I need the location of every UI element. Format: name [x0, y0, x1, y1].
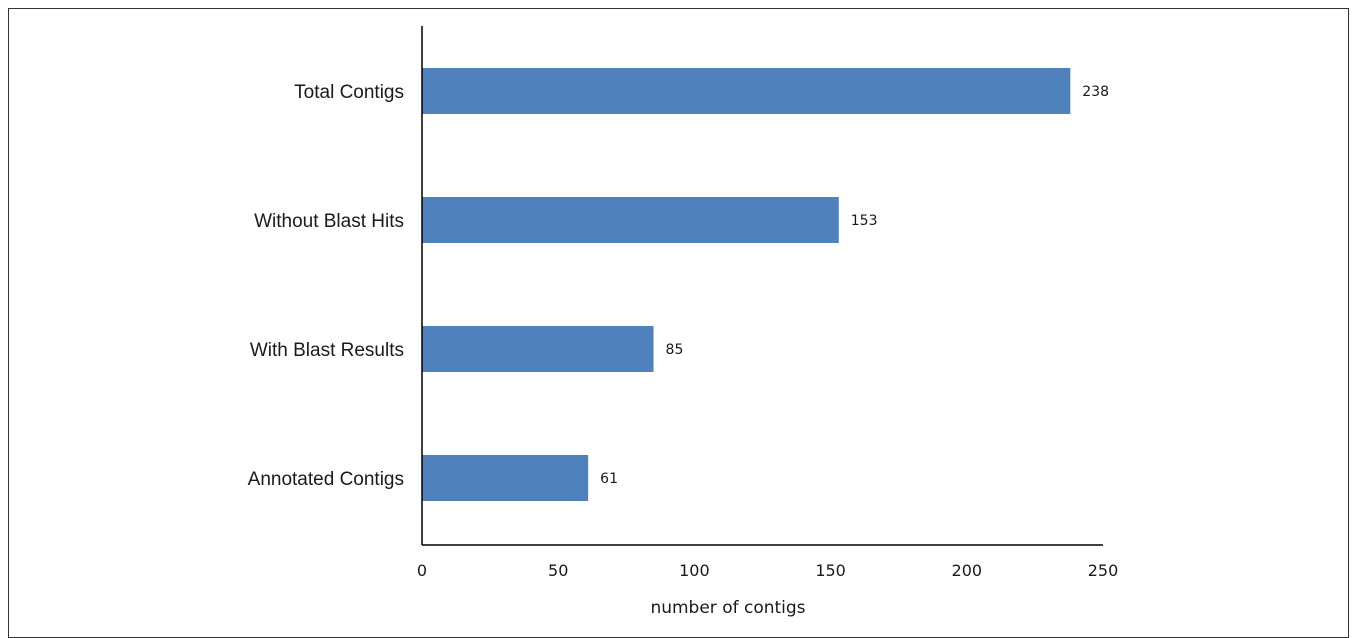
x-tick-label: 50: [548, 561, 568, 580]
x-tick-label: 250: [1088, 561, 1119, 580]
bar-without-blast-hits: [422, 197, 839, 243]
category-label: Annotated Contigs: [248, 469, 404, 490]
bar-chart: Total Contigs 238 Without Blast Hits 153 Wit…: [248, 26, 1118, 618]
data-label: 85: [666, 342, 684, 358]
category-label: Without Blast Hits: [254, 211, 404, 232]
x-tick-label: 100: [679, 561, 710, 580]
bar-total-contigs: [422, 68, 1071, 114]
labels-layer: Total Contigs 238 Without Blast Hits 153 Wit…: [248, 82, 1109, 490]
bars-layer: [422, 68, 1071, 501]
data-label: 153: [851, 213, 878, 229]
data-label: 61: [600, 471, 618, 487]
bar-with-blast-results: [422, 326, 654, 372]
category-label: With Blast Results: [250, 340, 404, 361]
x-tick-label: 0: [417, 561, 427, 580]
x-tick-label: 150: [815, 561, 846, 580]
data-label: 238: [1082, 84, 1109, 100]
x-axis-title: number of contigs: [650, 598, 805, 618]
bar-annotated-contigs: [422, 455, 589, 501]
x-ticks-layer: 0 50 100 150 200 250: [417, 561, 1118, 580]
x-tick-label: 200: [952, 561, 983, 580]
category-label: Total Contigs: [294, 82, 404, 103]
